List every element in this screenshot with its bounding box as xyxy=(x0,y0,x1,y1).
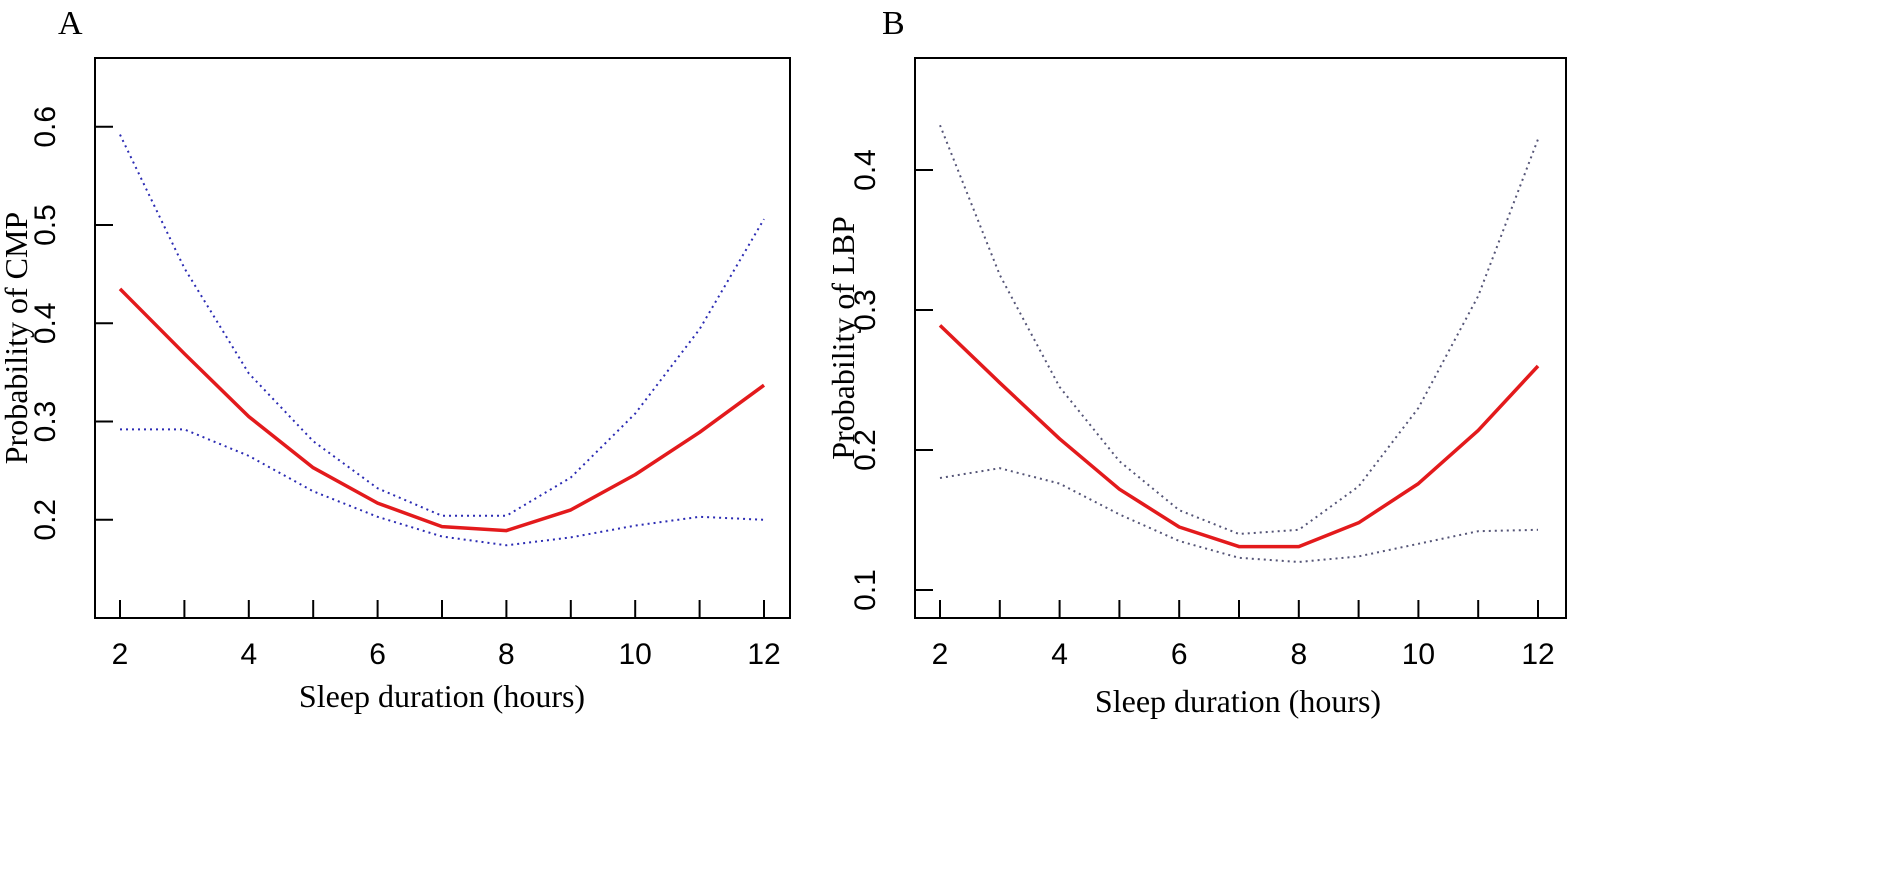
panel-b-upper-line xyxy=(939,124,1539,536)
panel-a-estimate-line xyxy=(118,287,766,533)
panel-b-x-axis-title: Sleep duration (hours) xyxy=(1095,683,1381,719)
panel-a-lines xyxy=(118,134,766,547)
panel-b-y-tick-label: 0.4 xyxy=(849,149,882,191)
panel-b-y-tick-label: 0.1 xyxy=(849,569,882,611)
panel-b-y-tick-label: 0.2 xyxy=(849,429,882,471)
panel-b: B 2 4 6 8 10 12 0.1 0.2 0.3 0.4 Sleep duration (h… xyxy=(825,5,1567,719)
panel-a-x-tick-label: 12 xyxy=(747,638,780,671)
panel-a-x-tick-label: 6 xyxy=(369,638,386,671)
panel-a-x-axis-title: Sleep duration (hours) xyxy=(299,678,585,714)
panel-b-x-tick-label: 10 xyxy=(1402,638,1435,671)
panel-a-y-tick-label: 0.6 xyxy=(29,106,62,148)
panel-a-y-tick-label: 0.4 xyxy=(29,302,62,344)
panel-a-letter: A xyxy=(58,5,83,42)
panel-a-upper-line xyxy=(119,134,765,517)
panel-b-x-tick-label: 8 xyxy=(1290,638,1307,671)
panel-b-letter: B xyxy=(882,5,905,42)
panel-a-x-tick-label: 2 xyxy=(112,638,129,671)
panel-b-y-tick-label: 0.3 xyxy=(849,289,882,331)
panel-b-ticks: 2 4 6 8 10 12 0.1 0.2 0.3 0.4 xyxy=(849,149,1555,671)
panel-a-y-tick-label: 0.2 xyxy=(29,499,62,541)
panel-a: A 2 4 6 8 10 12 0.2 0.3 0.4 0.5 0.6 Sleep duration… xyxy=(0,5,791,714)
panel-a-y-axis-title: Probability of CMP xyxy=(0,212,34,464)
panel-b-y-axis-title: Probability of LBP xyxy=(825,216,861,460)
panel-a-ticks: 2 4 6 8 10 12 0.2 0.3 0.4 0.5 0.6 xyxy=(29,106,781,671)
panel-b-x-tick-label: 2 xyxy=(932,638,949,671)
panel-b-x-tick-label: 12 xyxy=(1521,638,1554,671)
panel-a-y-tick-label: 0.5 xyxy=(29,204,62,246)
panel-a-plot-frame xyxy=(94,57,791,619)
panel-b-lines xyxy=(938,124,1540,564)
panel-b-estimate-line xyxy=(938,324,1540,549)
panel-b-x-tick-label: 6 xyxy=(1171,638,1188,671)
panel-b-plot-frame xyxy=(914,57,1567,619)
panel-a-y-tick-label: 0.3 xyxy=(29,401,62,443)
panel-a-x-tick-label: 4 xyxy=(240,638,257,671)
panel-a-x-tick-label: 10 xyxy=(619,638,652,671)
panel-a-x-tick-label: 8 xyxy=(498,638,515,671)
panel-b-x-tick-label: 4 xyxy=(1051,638,1068,671)
